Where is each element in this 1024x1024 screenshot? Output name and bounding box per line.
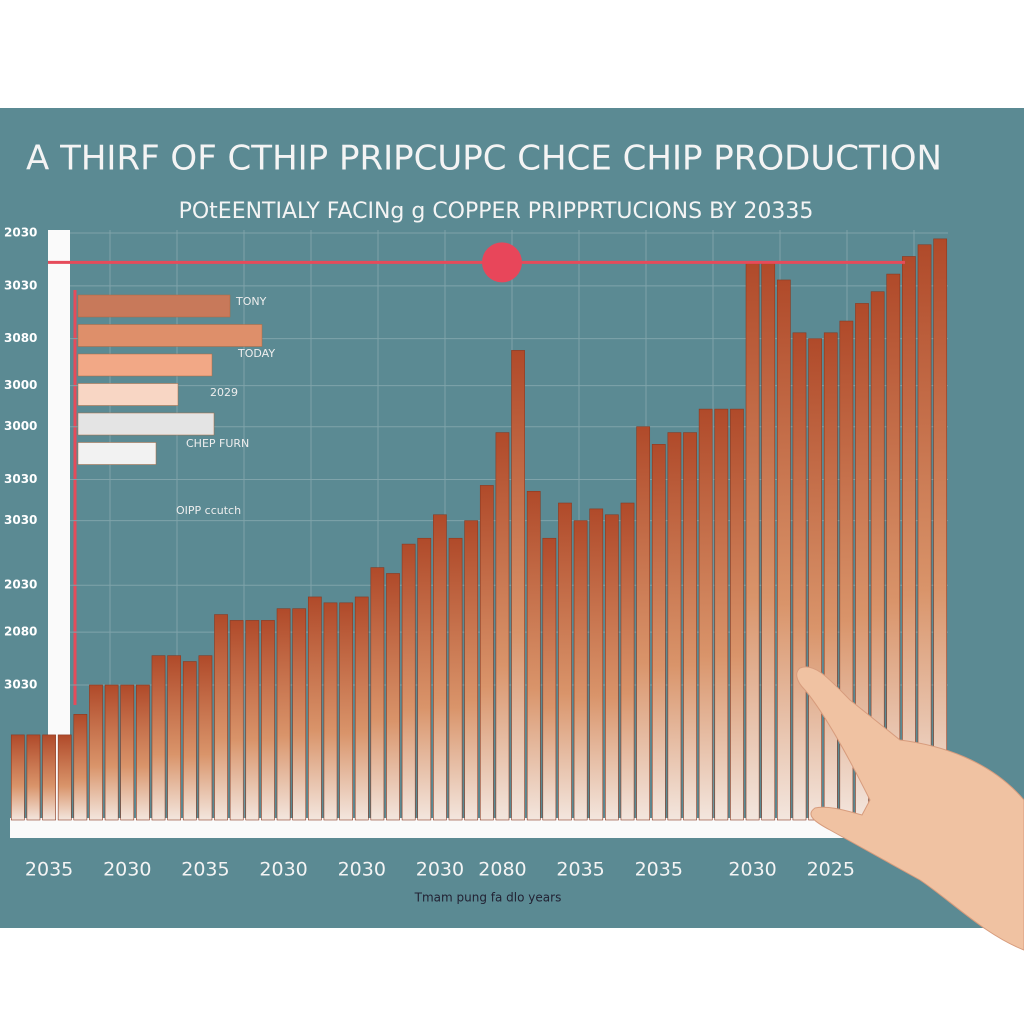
- bar: [339, 602, 353, 821]
- bar: [10, 734, 25, 821]
- y-tick-label: 3000: [4, 378, 37, 392]
- chart-title: A THIRF OF CTHIP PRIPCUPC CHCE CHIP PROD…: [26, 139, 942, 179]
- bar: [683, 432, 697, 821]
- bar: [214, 614, 228, 821]
- x-tick-label: 2035: [25, 859, 73, 881]
- bar: [57, 734, 72, 821]
- x-tick-label: 2080: [478, 859, 526, 881]
- bar: [823, 332, 838, 821]
- inset-bar: [77, 442, 157, 465]
- bar: [120, 684, 135, 821]
- bar: [776, 279, 791, 821]
- inset-label: CHEP FURN: [186, 437, 249, 450]
- bar: [323, 602, 338, 821]
- bar: [745, 262, 760, 821]
- bar: [245, 620, 260, 821]
- bar: [761, 262, 776, 821]
- bar: [73, 714, 88, 821]
- bar: [667, 432, 682, 821]
- bar: [104, 684, 119, 821]
- x-tick-label: 2025: [807, 859, 855, 881]
- bar: [26, 734, 41, 821]
- y-tick-label: 3030: [4, 472, 37, 486]
- bar: [261, 620, 275, 821]
- bar: [714, 408, 729, 821]
- x-tick-label: 2035: [635, 859, 683, 881]
- bar: [651, 444, 666, 821]
- y-axis-strip: [48, 230, 70, 820]
- bar: [136, 684, 150, 821]
- inset-label: TONY: [235, 295, 267, 308]
- bar: [354, 596, 369, 821]
- bar: [808, 338, 822, 821]
- bar: [620, 502, 635, 821]
- inset-bar: [77, 383, 179, 406]
- inset-bar: [77, 324, 263, 347]
- x-tick-label: 2035: [556, 859, 604, 881]
- bar: [589, 508, 604, 821]
- inset-label: TODAY: [237, 347, 275, 360]
- x-axis-strip: [10, 818, 905, 838]
- bar: [182, 661, 197, 821]
- x-tick-label: 2030: [259, 859, 307, 881]
- inset-label: 2029: [210, 386, 238, 399]
- y-tick-label: 3000: [4, 419, 37, 433]
- threshold-dot: [482, 242, 522, 283]
- y-tick-label: 3030: [4, 677, 37, 691]
- y-tick-label: 2030: [4, 226, 37, 240]
- x-tick-label: 2030: [338, 859, 386, 881]
- y-tick-label: 3080: [4, 331, 37, 345]
- bar: [573, 520, 588, 821]
- hand: [796, 666, 1024, 951]
- x-tick-label: 2030: [728, 859, 776, 881]
- bar: [902, 256, 916, 821]
- x-axis-title: Tmam pung fa dlo years: [414, 891, 562, 905]
- bar: [526, 490, 541, 821]
- inset-bar: [77, 412, 215, 436]
- bar: [933, 238, 948, 821]
- inset-bar: [77, 294, 231, 318]
- x-tick-label: 2030: [416, 859, 464, 881]
- bar: [167, 655, 182, 821]
- bar: [479, 485, 494, 821]
- bar: [370, 567, 385, 821]
- bar: [307, 596, 322, 821]
- bar: [448, 537, 463, 821]
- inset-bar: [77, 353, 213, 377]
- bar: [698, 408, 713, 821]
- bar: [558, 502, 572, 821]
- y-tick-label: 3030: [4, 513, 37, 527]
- bar: [792, 332, 807, 821]
- y-tick-label: 3030: [4, 278, 37, 292]
- inset-label: OIPP ccutch: [176, 504, 241, 517]
- bar: [542, 537, 557, 821]
- bar: [292, 608, 307, 821]
- bar: [417, 537, 432, 821]
- bar: [636, 426, 651, 821]
- bar: [42, 734, 56, 821]
- bar: [495, 432, 510, 821]
- bar: [276, 608, 291, 821]
- bar: [151, 655, 166, 821]
- bar: [730, 408, 744, 821]
- bar: [511, 350, 525, 821]
- x-tick-label: 2030: [103, 859, 151, 881]
- bar: [605, 514, 619, 821]
- bar: [401, 543, 416, 821]
- bar: [433, 514, 447, 821]
- bar: [464, 520, 479, 821]
- chart-subtitle: POtEENTIALY FACINg g COPPER PRIPPRTUCION…: [179, 199, 814, 224]
- bar: [917, 244, 932, 821]
- y-tick-label: 2080: [4, 625, 37, 639]
- x-tick-label: 2035: [181, 859, 229, 881]
- bar: [198, 655, 213, 821]
- bar: [89, 684, 103, 821]
- bar: [229, 620, 244, 821]
- y-tick-label: 2030: [4, 578, 37, 592]
- bar: [386, 573, 400, 821]
